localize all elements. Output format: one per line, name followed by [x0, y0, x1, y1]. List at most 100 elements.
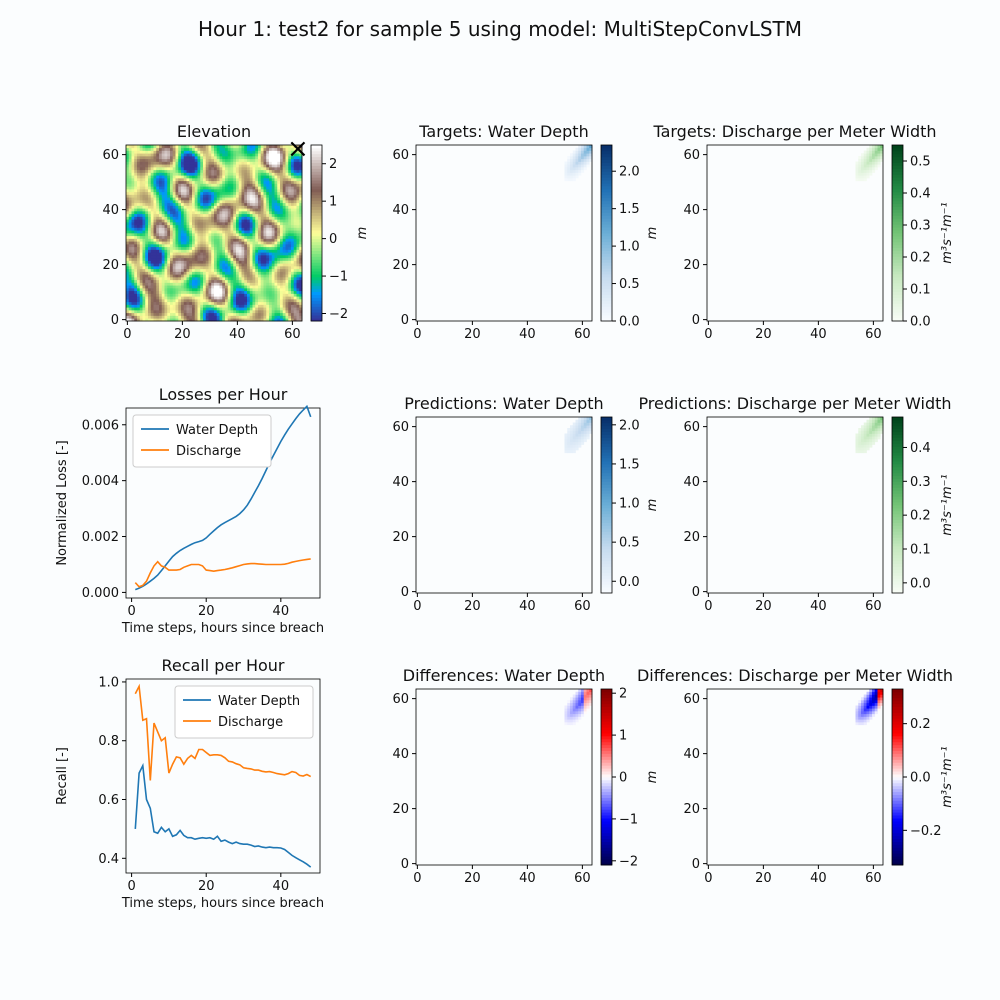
heatmap-cell: [128, 279, 132, 283]
heatmap-cell: [137, 230, 141, 234]
heatmap-cell: [263, 216, 267, 220]
heatmap-cells: [564, 417, 593, 454]
heatmap-cell: [238, 147, 242, 151]
heatmap-cell: [214, 277, 218, 281]
heatmap-cell: [249, 246, 253, 250]
heatmap-cell: [153, 145, 157, 149]
heatmap-cell: [172, 145, 176, 149]
heatmap-cell: [291, 244, 295, 248]
heatmap-cell: [230, 164, 234, 168]
heatmap-cell: [236, 279, 240, 283]
heatmap-cell: [167, 288, 171, 292]
heatmap-cell: [161, 238, 165, 242]
heatmap-cell: [236, 189, 240, 193]
heatmap-cell: [572, 158, 576, 162]
heatmap-cell: [150, 156, 154, 160]
heatmap-cell: [570, 447, 574, 451]
heatmap-cell: [161, 172, 165, 176]
heatmap-cell: [233, 257, 237, 261]
heatmap-cell: [219, 260, 223, 264]
heatmap-cell: [161, 164, 165, 168]
heatmap-cell: [178, 293, 182, 297]
heatmap-cell: [269, 277, 273, 281]
colorbar-step: [601, 241, 612, 246]
heatmap-cell: [159, 219, 163, 223]
heatmap-cell: [148, 161, 152, 165]
heatmap-cell: [172, 274, 176, 278]
heatmap-cell: [172, 299, 176, 303]
heatmap-cell: [274, 304, 278, 308]
heatmap-cell: [274, 197, 278, 201]
heatmap-cell: [296, 312, 300, 316]
heatmap-cell: [296, 304, 300, 308]
heatmap-cell: [134, 244, 138, 248]
heatmap-cell: [178, 191, 182, 195]
heatmap-cell: [863, 425, 867, 429]
heatmap-cell: [164, 310, 168, 314]
heatmap-cell: [285, 161, 289, 165]
heatmap-cell: [260, 167, 264, 171]
heatmap-cell: [150, 167, 154, 171]
heatmap-cell: [194, 260, 198, 264]
heatmap-cell: [172, 161, 176, 165]
heatmap-cell: [216, 233, 220, 237]
heatmap-cell: [164, 222, 168, 226]
heatmap-cell: [131, 161, 135, 165]
heatmap-cell: [564, 161, 568, 165]
heatmap-cell: [186, 307, 190, 311]
heatmap-cell: [203, 235, 207, 239]
heatmap-cell: [255, 211, 259, 215]
heatmap-cell: [238, 145, 242, 149]
heatmap-cell: [266, 167, 270, 171]
heatmap-cell: [280, 257, 284, 261]
heatmap-cell: [274, 224, 278, 228]
heatmap-cell: [263, 290, 267, 294]
heatmap-cell: [255, 260, 259, 264]
heatmap-cell: [227, 288, 231, 292]
heatmap-cell: [211, 277, 215, 281]
heatmap-cell: [145, 233, 149, 237]
heatmap-cell: [194, 202, 198, 206]
heatmap-cell: [148, 241, 152, 245]
heatmap-cell: [181, 158, 185, 162]
heatmap-cell: [263, 274, 267, 278]
colorbar-step: [311, 227, 322, 231]
heatmap-cell: [572, 167, 576, 171]
heatmap-cell: [258, 318, 262, 322]
heatmap-cell: [214, 145, 218, 149]
heatmap-cell: [203, 252, 207, 256]
heatmap-cell: [288, 213, 292, 217]
heatmap-cell: [186, 290, 190, 294]
heatmap-cell: [252, 147, 256, 151]
legend-box: [174, 685, 314, 739]
heatmap-cell: [299, 183, 303, 187]
heatmap-cell: [203, 161, 207, 165]
heatmap-cell: [271, 202, 275, 206]
heatmap-cell: [148, 216, 152, 220]
heatmap-cell: [178, 310, 182, 314]
heatmap-cell: [145, 186, 149, 190]
heatmap-cell: [575, 436, 579, 440]
heatmap-cell: [131, 213, 135, 217]
heatmap-cell: [266, 233, 270, 237]
heatmap-cell: [236, 180, 240, 184]
heatmap-cell: [274, 279, 278, 283]
heatmap-cell: [159, 299, 163, 303]
heatmap-cell: [150, 244, 154, 248]
heatmap-cell: [197, 230, 201, 234]
colorbar-step: [601, 150, 612, 155]
heatmap-cell: [208, 227, 212, 231]
heatmap-cell: [861, 178, 865, 182]
heatmap-cell: [263, 161, 267, 165]
heatmap-cell: [233, 189, 237, 193]
heatmap-cell: [131, 153, 135, 157]
heatmap-cell: [153, 252, 157, 256]
heatmap-cell: [156, 150, 160, 154]
heatmap-cell: [866, 433, 870, 437]
heatmap-cell: [269, 268, 273, 272]
heatmap-cell: [219, 202, 223, 206]
heatmap-cell: [572, 444, 576, 448]
heatmap-cell: [222, 213, 226, 217]
heatmap-cell: [227, 268, 231, 272]
y-tick-label: 0.000: [82, 586, 119, 601]
